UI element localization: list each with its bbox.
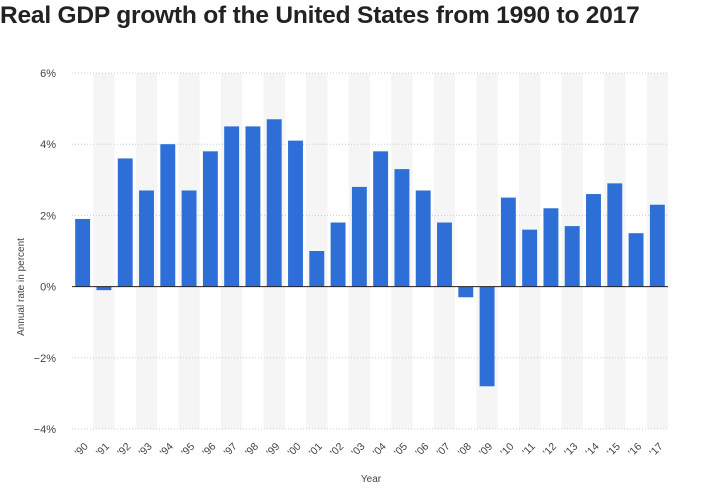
bar-02[interactable] bbox=[330, 222, 346, 287]
bar-10[interactable] bbox=[500, 197, 516, 287]
x-axis-title: Year bbox=[361, 474, 382, 485]
bar-08[interactable] bbox=[458, 286, 474, 298]
bar-15[interactable] bbox=[607, 183, 623, 287]
y-axis-ticks: 6% 4% 2% 0% −2% −4% bbox=[34, 68, 57, 436]
y-tick-label: −2% bbox=[34, 353, 57, 365]
bar-14[interactable] bbox=[586, 194, 601, 287]
bar-09[interactable] bbox=[479, 286, 495, 387]
alternating-bands bbox=[93, 73, 668, 429]
y-tick-label: 6% bbox=[40, 68, 56, 80]
x-tick-label: '02 bbox=[328, 441, 346, 459]
y-tick-label: 0% bbox=[40, 282, 56, 294]
bars bbox=[75, 119, 665, 387]
x-tick-label: '14 bbox=[583, 441, 601, 459]
x-tick-label: '10 bbox=[498, 441, 516, 459]
chart-title: Real GDP growth of the United States fro… bbox=[0, 2, 640, 29]
x-tick-label: '96 bbox=[200, 441, 218, 459]
y-axis-title: Annual rate in percent bbox=[16, 238, 27, 336]
x-tick-label: '98 bbox=[243, 441, 261, 459]
bar-17[interactable] bbox=[649, 204, 665, 287]
bar-05[interactable] bbox=[394, 169, 410, 287]
bar-98[interactable] bbox=[245, 126, 261, 287]
x-tick-label: '09 bbox=[477, 441, 495, 459]
x-tick-label: '91 bbox=[94, 441, 112, 459]
bar-06[interactable] bbox=[415, 190, 431, 287]
x-tick-label: '00 bbox=[285, 441, 303, 459]
x-tick-label: '04 bbox=[371, 441, 389, 459]
bar-90[interactable] bbox=[75, 218, 91, 287]
bar-04[interactable] bbox=[373, 151, 389, 287]
x-tick-label: '17 bbox=[647, 441, 665, 459]
y-tick-label: 2% bbox=[40, 210, 56, 222]
bar-92[interactable] bbox=[117, 158, 133, 287]
bar-00[interactable] bbox=[288, 140, 303, 287]
bar-93[interactable] bbox=[139, 190, 154, 287]
bar-99[interactable] bbox=[266, 119, 282, 287]
x-tick-label: '99 bbox=[264, 441, 282, 459]
x-tick-label: '94 bbox=[158, 441, 176, 459]
background-band bbox=[93, 73, 115, 429]
x-tick-label: '93 bbox=[136, 441, 154, 459]
bar-03[interactable] bbox=[351, 186, 367, 287]
x-tick-label: '95 bbox=[179, 441, 197, 459]
x-tick-label: '08 bbox=[456, 441, 474, 459]
bar-12[interactable] bbox=[543, 208, 559, 287]
bar-01[interactable] bbox=[309, 251, 325, 287]
x-tick-label: '16 bbox=[626, 441, 644, 459]
x-tick-label: '97 bbox=[222, 441, 240, 459]
x-tick-label: '11 bbox=[520, 441, 538, 459]
bar-07[interactable] bbox=[437, 222, 452, 287]
y-tick-label: −4% bbox=[34, 424, 57, 436]
bar-11[interactable] bbox=[522, 229, 538, 287]
bar-16[interactable] bbox=[628, 233, 644, 287]
bar-97[interactable] bbox=[224, 126, 240, 287]
x-tick-label: '07 bbox=[434, 441, 452, 459]
bar-91[interactable] bbox=[96, 286, 112, 291]
x-tick-label: '15 bbox=[605, 441, 623, 459]
x-tick-label: '06 bbox=[413, 441, 431, 459]
y-tick-label: 4% bbox=[40, 139, 56, 151]
x-tick-label: '05 bbox=[392, 441, 410, 459]
x-tick-label: '92 bbox=[115, 441, 133, 459]
x-tick-label: '12 bbox=[541, 441, 559, 459]
bar-94[interactable] bbox=[160, 144, 176, 287]
x-tick-label: '90 bbox=[73, 441, 91, 459]
x-axis-ticks: '90'91'92'93'94'95'96'97'98'99'00'01'02 '… bbox=[73, 441, 666, 459]
bar-96[interactable] bbox=[202, 151, 218, 287]
x-tick-label: '01 bbox=[307, 441, 325, 459]
bar-13[interactable] bbox=[564, 226, 580, 287]
bar-95[interactable] bbox=[181, 190, 197, 287]
x-tick-label: '03 bbox=[349, 441, 367, 459]
x-tick-label: '13 bbox=[562, 441, 580, 459]
